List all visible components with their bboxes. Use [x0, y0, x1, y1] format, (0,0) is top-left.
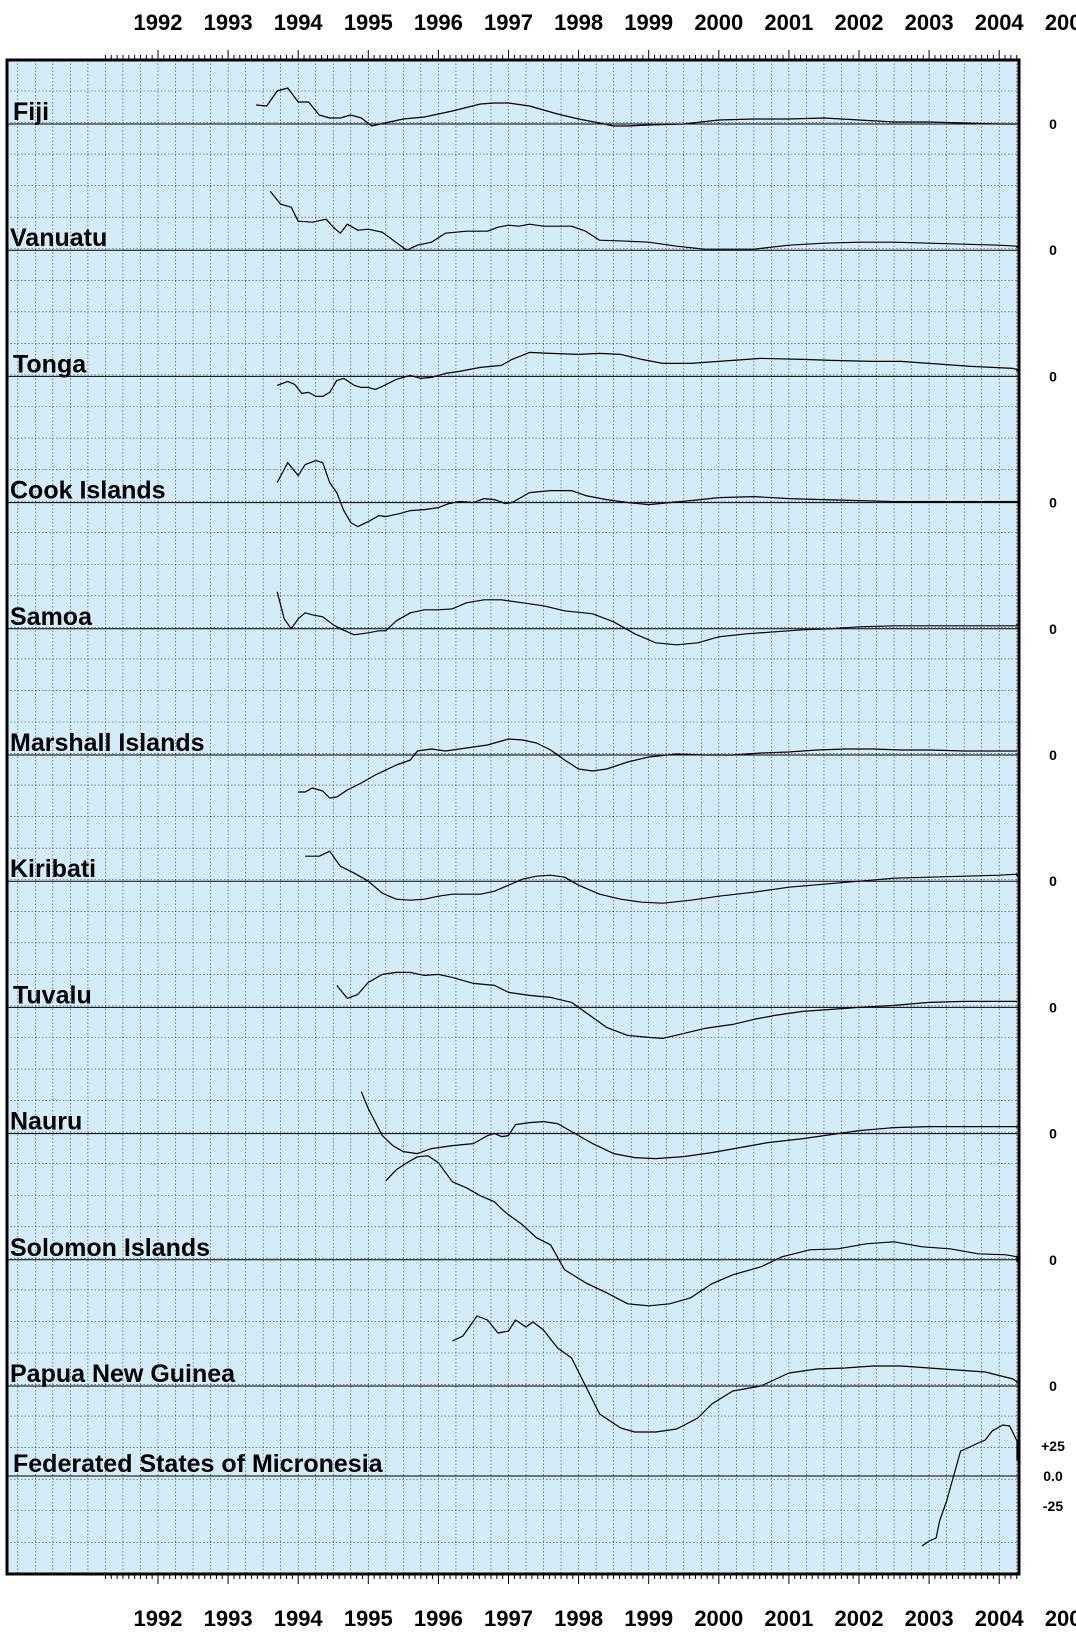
series-line-tonga — [276, 351, 1018, 397]
year-label-bottom: 1998 — [554, 1606, 603, 1631]
country-label: Samoa — [10, 603, 93, 631]
right-axis-zero-label: 0 — [1049, 621, 1057, 637]
series-line-fiji — [256, 87, 1017, 127]
year-label-top: 2005 — [1045, 10, 1076, 35]
year-label-top: 2002 — [835, 10, 884, 35]
series-lines — [256, 87, 1018, 1547]
year-label-bottom: 1995 — [344, 1606, 393, 1631]
year-label-top: 1995 — [344, 10, 393, 35]
year-label-bottom: 2004 — [975, 1606, 1025, 1631]
year-label-bottom: 1993 — [204, 1606, 253, 1631]
year-label-bottom: 2002 — [835, 1606, 884, 1631]
year-label-top: 2004 — [975, 10, 1025, 35]
zero-lines — [7, 123, 1019, 1477]
year-labels-top: 1992 1993 1994 1995 1996 1997 1998 1999 2000 2001… — [134, 10, 1076, 35]
country-label: Cook Islands — [10, 477, 166, 505]
country-label: Papua New Guinea — [10, 1360, 236, 1388]
country-label: Federated States of Micronesia — [13, 1450, 384, 1478]
year-label-top: 1997 — [484, 10, 533, 35]
right-axis-zero-label: 0 — [1049, 1252, 1057, 1268]
right-axis-zero-label: 0 — [1049, 747, 1057, 763]
plot-frame — [5, 58, 1021, 1576]
right-axis-zero-label: 0 — [1049, 1126, 1057, 1142]
year-label-bottom: 1994 — [274, 1606, 324, 1631]
right-axis-labels: 0 0 0 0 0 0 0 0 0 0 0 +25 0.0 -25 — [1041, 116, 1065, 1514]
year-label-top: 1992 — [134, 10, 183, 35]
country-label: Nauru — [10, 1108, 82, 1136]
year-label-bottom: 2003 — [905, 1606, 954, 1631]
right-axis-zero-label: 0 — [1049, 873, 1057, 889]
series-line-kiribati — [305, 850, 1018, 904]
series-line-nauru — [360, 1091, 1018, 1160]
series-line-tuvalu — [336, 971, 1017, 1040]
plot-background — [7, 60, 1019, 1574]
year-label-bottom: 2001 — [764, 1606, 813, 1631]
year-label-top: 1998 — [554, 10, 603, 35]
series-line-papua-new-guinea — [452, 1315, 1018, 1433]
year-label-top: 1999 — [624, 10, 673, 35]
country-labels: Fiji Vanuatu Tonga Cook Islands Samoa Marshal… — [10, 98, 384, 1478]
right-axis-zero-label: 0 — [1049, 999, 1057, 1015]
right-axis-zero-label: 0 — [1049, 116, 1057, 132]
country-label: Tonga — [13, 350, 87, 378]
year-label-bottom: 2000 — [694, 1606, 743, 1631]
country-label: Tuvalu — [13, 981, 92, 1009]
year-label-bottom: 1996 — [414, 1606, 463, 1631]
year-label-bottom: 1999 — [624, 1606, 673, 1631]
grid — [7, 60, 1019, 1574]
right-axis-zero-label: 0 — [1049, 495, 1057, 511]
right-axis-zero-label: 0 — [1049, 1378, 1057, 1394]
fsm-axis-label: +25 — [1041, 1438, 1065, 1454]
fsm-axis-label: 0.0 — [1043, 1468, 1063, 1484]
series-line-vanuatu — [269, 190, 1018, 251]
year-label-bottom: 2005 — [1045, 1606, 1076, 1631]
year-label-top: 2001 — [764, 10, 813, 35]
year-label-top: 2000 — [694, 10, 743, 35]
country-label: Marshall Islands — [10, 729, 205, 757]
fsm-axis-label: -25 — [1043, 1498, 1063, 1514]
year-label-top: 1993 — [204, 10, 253, 35]
series-line-samoa — [276, 591, 1018, 646]
year-label-top: 1996 — [414, 10, 463, 35]
year-label-bottom: 1992 — [134, 1606, 183, 1631]
year-labels-bottom: 1992 1993 1994 1995 1996 1997 1998 1999 2000 2001… — [134, 1606, 1076, 1631]
country-label: Kiribati — [10, 855, 96, 883]
right-axis-zero-label: 0 — [1049, 242, 1057, 258]
right-axis-zero-label: 0 — [1049, 368, 1057, 384]
year-label-bottom: 1997 — [484, 1606, 533, 1631]
series-line-marshall-islands — [298, 738, 1017, 799]
year-label-top: 2003 — [905, 10, 954, 35]
country-label: Vanuatu — [10, 224, 107, 252]
country-label: Fiji — [13, 98, 49, 126]
series-line-solomon-islands — [385, 1155, 1018, 1307]
series-line-cook-islands — [276, 460, 1018, 528]
year-label-top: 1994 — [274, 10, 324, 35]
country-label: Solomon Islands — [10, 1234, 210, 1262]
series-line-federated-states-of-micronesia — [921, 1424, 1018, 1547]
